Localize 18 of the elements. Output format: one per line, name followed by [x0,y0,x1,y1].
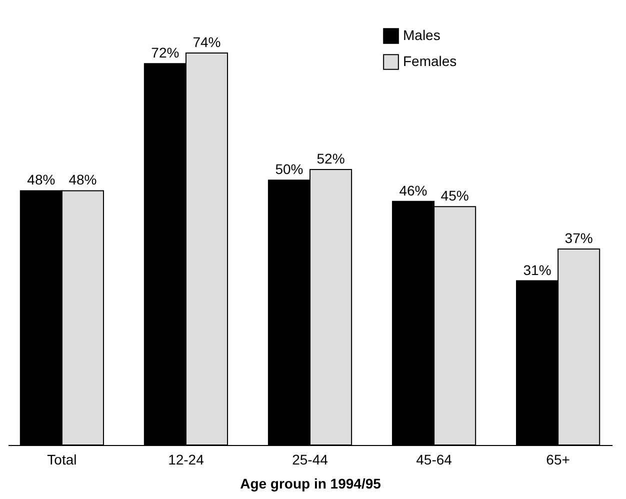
data-label: 48% [68,172,97,188]
x-tick-label: 45-64 [416,452,452,468]
legend-label: Males [403,27,440,43]
data-label: 48% [27,172,56,188]
data-label: 37% [564,230,593,246]
legend-label: Females [403,53,457,69]
x-tick-label: 25-44 [292,452,328,468]
x-tick-label: Total [47,452,77,468]
data-label: 45% [440,188,469,204]
x-tick-label: 65+ [546,452,570,468]
data-label: 50% [275,161,304,178]
data-label: 52% [316,150,345,167]
data-label: 74% [192,34,221,50]
x-tick-label: 12-24 [168,452,204,468]
data-label: 31% [523,262,552,278]
x-axis-title: Age group in 1994/95 [240,476,382,492]
data-label: 46% [399,182,428,198]
data-label: 72% [151,44,180,61]
